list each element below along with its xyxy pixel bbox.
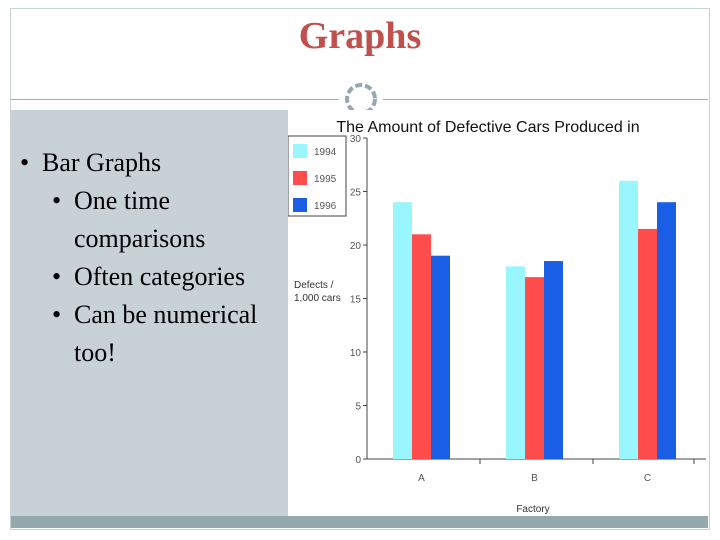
legend-label: 1996 bbox=[314, 201, 337, 212]
bullet-marker: • bbox=[52, 186, 62, 215]
bullet-text: One time comparisons bbox=[74, 186, 206, 253]
y-tick-label: 5 bbox=[355, 402, 361, 413]
bullet-text: Bar Graphs bbox=[42, 148, 162, 177]
slide-frame bbox=[10, 8, 710, 530]
x-tick-label: C bbox=[644, 473, 651, 484]
bullet-text: Can be numerical too! bbox=[74, 300, 258, 367]
bullet-item: • Bar Graphs bbox=[20, 144, 295, 182]
legend-swatch-1994 bbox=[293, 144, 307, 158]
bullet-marker: • bbox=[52, 262, 62, 291]
y-tick-label: 25 bbox=[350, 188, 362, 199]
bar-B-1996 bbox=[544, 261, 563, 459]
bar-A-1996 bbox=[431, 255, 450, 459]
chart-title: The Amount of Defective Cars Produced in bbox=[336, 119, 639, 136]
title-divider-left bbox=[11, 99, 339, 100]
y-tick-label: 20 bbox=[350, 241, 362, 252]
y-tick-label: 0 bbox=[355, 455, 361, 466]
bar-A-1995 bbox=[412, 234, 431, 459]
title-divider-right bbox=[383, 99, 708, 100]
chart-xlabel: Factory bbox=[516, 504, 549, 515]
bullet-marker: • bbox=[52, 300, 62, 329]
bar-C-1996 bbox=[657, 202, 676, 459]
bottom-bar bbox=[11, 516, 708, 528]
sub-bullet-item: • One time comparisons bbox=[52, 182, 295, 258]
legend-label: 1995 bbox=[314, 174, 337, 185]
sub-bullet-item: • Often categories bbox=[52, 258, 295, 296]
x-tick-label: A bbox=[418, 473, 425, 484]
y-tick-label: 10 bbox=[350, 348, 362, 359]
legend-label: 1994 bbox=[314, 147, 337, 158]
bar-C-1995 bbox=[638, 228, 657, 459]
legend-swatch-1996 bbox=[293, 198, 307, 212]
bar-chart: The Amount of Defective Cars Produced in… bbox=[288, 110, 708, 516]
chart-ylabel: Defects /1,000 cars bbox=[294, 280, 341, 304]
bullet-list: • Bar Graphs • One time comparisons • Of… bbox=[20, 144, 295, 372]
x-tick-label: B bbox=[531, 473, 538, 484]
legend-swatch-1995 bbox=[293, 171, 307, 185]
chart-canvas: The Amount of Defective Cars Produced in… bbox=[288, 119, 706, 515]
bullet-marker: • bbox=[20, 148, 30, 177]
bar-A-1994 bbox=[393, 202, 412, 459]
y-tick-label: 15 bbox=[350, 295, 362, 306]
y-tick-label: 30 bbox=[350, 134, 362, 145]
bar-B-1994 bbox=[506, 266, 525, 459]
sub-bullet-item: • Can be numerical too! bbox=[52, 296, 295, 372]
bar-B-1995 bbox=[525, 277, 544, 459]
bar-C-1994 bbox=[619, 180, 638, 460]
slide-title: Graphs bbox=[298, 15, 422, 57]
bullet-text: Often categories bbox=[74, 262, 246, 291]
